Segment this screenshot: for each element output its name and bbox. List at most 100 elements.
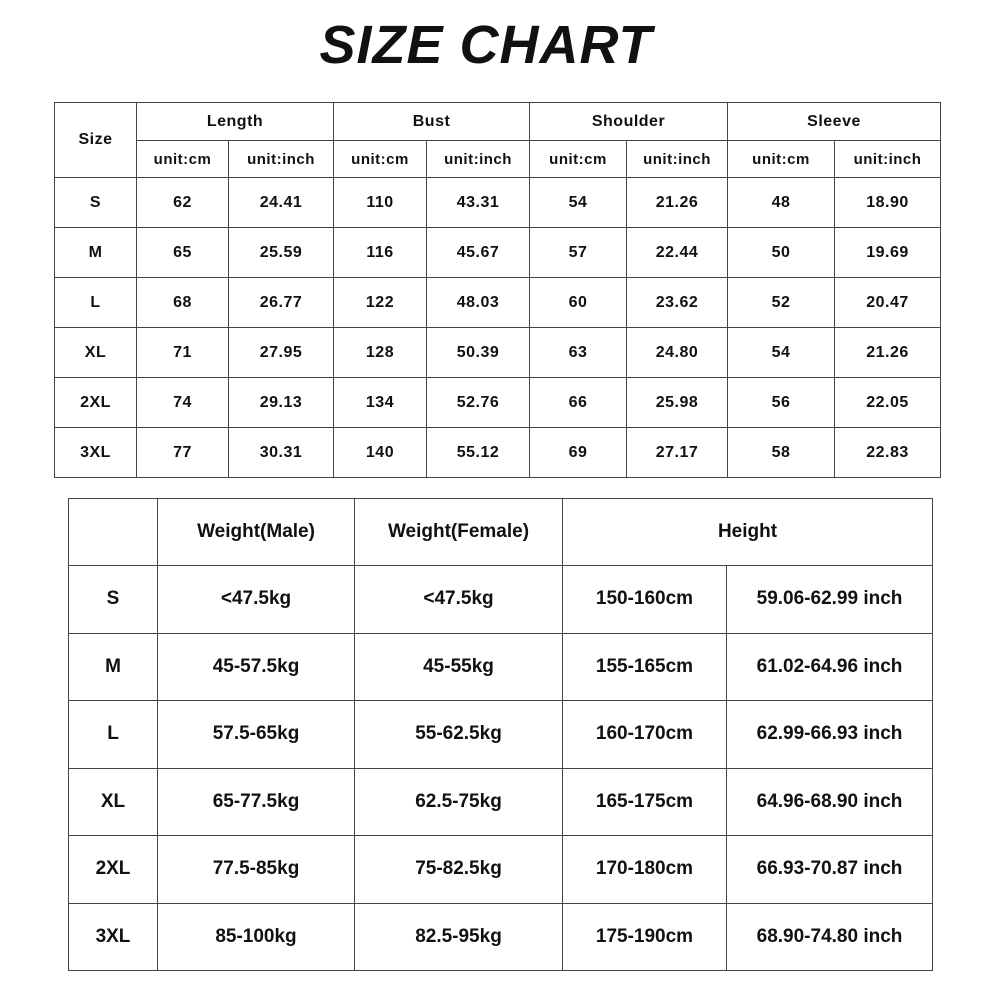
value-cell: 54: [529, 177, 628, 228]
length-header: Length: [135, 102, 335, 141]
value-cell: 26.77: [227, 277, 335, 328]
height-header: Height: [561, 498, 934, 566]
table-row: L 68 26.77 122 48.03 60 23.62 52 20.47: [54, 277, 942, 328]
value-cell: 20.47: [834, 277, 942, 328]
table-row: 3XL 77 30.31 140 55.12 69 27.17 58 22.83: [54, 427, 942, 478]
unit-inch-header: unit:inch: [227, 140, 335, 178]
value-cell: 69: [529, 427, 628, 478]
size-cell: S: [54, 177, 137, 228]
value-cell: 24.80: [626, 327, 729, 378]
value-cell: 62: [136, 177, 229, 228]
table-row: S <47.5kg <47.5kg 150-160cm 59.06-62.99 inch: [68, 565, 934, 634]
value-cell: 110: [333, 177, 428, 228]
size-cell: 3XL: [68, 902, 158, 971]
size-cell: 3XL: [54, 427, 137, 478]
shoulder-header: Shoulder: [529, 102, 729, 141]
table-row: XL 65-77.5kg 62.5-75kg 165-175cm 64.96-68.90…: [68, 767, 934, 836]
value-cell: 150-160cm: [562, 565, 727, 634]
group-header-row: Size Length Bust Shoulder Sleeve: [54, 102, 942, 178]
unit-inch-header: unit:inch: [834, 140, 942, 178]
value-cell: 50: [727, 227, 836, 278]
value-cell: 57.5-65kg: [157, 700, 355, 769]
value-cell: 77.5-85kg: [157, 835, 355, 904]
value-cell: 160-170cm: [562, 700, 727, 769]
size-header: Size: [54, 102, 137, 178]
value-cell: 22.44: [626, 227, 729, 278]
unit-header-row: unit:cm unit:inch unit:cm unit:inch unit:cm u…: [55, 140, 942, 178]
value-cell: 27.95: [227, 327, 335, 378]
table-row: S 62 24.41 110 43.31 54 21.26 48 18.90: [54, 177, 942, 228]
value-cell: 30.31: [227, 427, 335, 478]
value-cell: 18.90: [834, 177, 942, 228]
value-cell: 45-57.5kg: [157, 632, 355, 701]
value-cell: 21.26: [626, 177, 729, 228]
size-cell: 2XL: [54, 377, 137, 428]
value-cell: 29.13: [227, 377, 335, 428]
value-cell: <47.5kg: [354, 565, 563, 634]
value-cell: 68.90-74.80 inch: [725, 902, 934, 971]
table-row: M 65 25.59 116 45.67 57 22.44 50 19.69: [54, 227, 942, 278]
size-cell: 2XL: [68, 835, 158, 904]
page-title: SIZE CHART: [319, 15, 653, 75]
value-cell: 63: [529, 327, 628, 378]
value-cell: 24.41: [227, 177, 335, 228]
value-cell: 66: [529, 377, 628, 428]
value-cell: 170-180cm: [562, 835, 727, 904]
value-cell: 71: [136, 327, 229, 378]
sleeve-header: Sleeve: [727, 102, 942, 141]
value-cell: 21.26: [834, 327, 942, 378]
value-cell: 65-77.5kg: [157, 767, 355, 836]
value-cell: 64.96-68.90 inch: [725, 767, 934, 836]
value-cell: 62.5-75kg: [354, 767, 563, 836]
table-row: 3XL 85-100kg 82.5-95kg 175-190cm 68.90-74.80…: [68, 902, 934, 971]
value-cell: 48: [727, 177, 836, 228]
table-row: XL 71 27.95 128 50.39 63 24.80 54 21.26: [54, 327, 942, 378]
value-cell: 59.06-62.99 inch: [725, 565, 934, 634]
value-cell: 52: [727, 277, 836, 328]
value-cell: 25.98: [626, 377, 729, 428]
value-cell: <47.5kg: [157, 565, 355, 634]
unit-cm-header: unit:cm: [727, 140, 836, 178]
size-cell: L: [68, 700, 158, 769]
value-cell: 140: [333, 427, 428, 478]
value-cell: 48.03: [426, 277, 531, 328]
value-cell: 45-55kg: [354, 632, 563, 701]
fit-header-row: Weight(Male) Weight(Female) Height: [68, 498, 934, 566]
size-cell: L: [54, 277, 137, 328]
value-cell: 27.17: [626, 427, 729, 478]
value-cell: 175-190cm: [562, 902, 727, 971]
value-cell: 25.59: [227, 227, 335, 278]
table-row: 2XL 74 29.13 134 52.76 66 25.98 56 22.05: [54, 377, 942, 428]
size-cell: M: [54, 227, 137, 278]
value-cell: 85-100kg: [157, 902, 355, 971]
bust-header: Bust: [333, 102, 531, 141]
value-cell: 22.83: [834, 427, 942, 478]
value-cell: 19.69: [834, 227, 942, 278]
measurement-table: Size Length Bust Shoulder Sleeve unit:cm…: [54, 102, 942, 478]
value-cell: 50.39: [426, 327, 531, 378]
value-cell: 60: [529, 277, 628, 328]
fit-table: Weight(Male) Weight(Female) Height S <47.…: [68, 498, 934, 971]
value-cell: 45.67: [426, 227, 531, 278]
value-cell: 155-165cm: [562, 632, 727, 701]
size-cell: S: [68, 565, 158, 634]
unit-inch-header: unit:inch: [626, 140, 729, 178]
value-cell: 77: [136, 427, 229, 478]
value-cell: 75-82.5kg: [354, 835, 563, 904]
value-cell: 58: [727, 427, 836, 478]
unit-cm-header: unit:cm: [333, 140, 428, 178]
unit-cm-header: unit:cm: [529, 140, 628, 178]
value-cell: 134: [333, 377, 428, 428]
table-row: M 45-57.5kg 45-55kg 155-165cm 61.02-64.96 in…: [68, 632, 934, 701]
table-row: L 57.5-65kg 55-62.5kg 160-170cm 62.99-66.93 …: [68, 700, 934, 769]
value-cell: 122: [333, 277, 428, 328]
size-cell: M: [68, 632, 158, 701]
value-cell: 66.93-70.87 inch: [725, 835, 934, 904]
weight-male-header: Weight(Male): [157, 498, 355, 566]
value-cell: 82.5-95kg: [354, 902, 563, 971]
value-cell: 116: [333, 227, 428, 278]
value-cell: 165-175cm: [562, 767, 727, 836]
value-cell: 55.12: [426, 427, 531, 478]
size-cell: XL: [68, 767, 158, 836]
value-cell: 128: [333, 327, 428, 378]
